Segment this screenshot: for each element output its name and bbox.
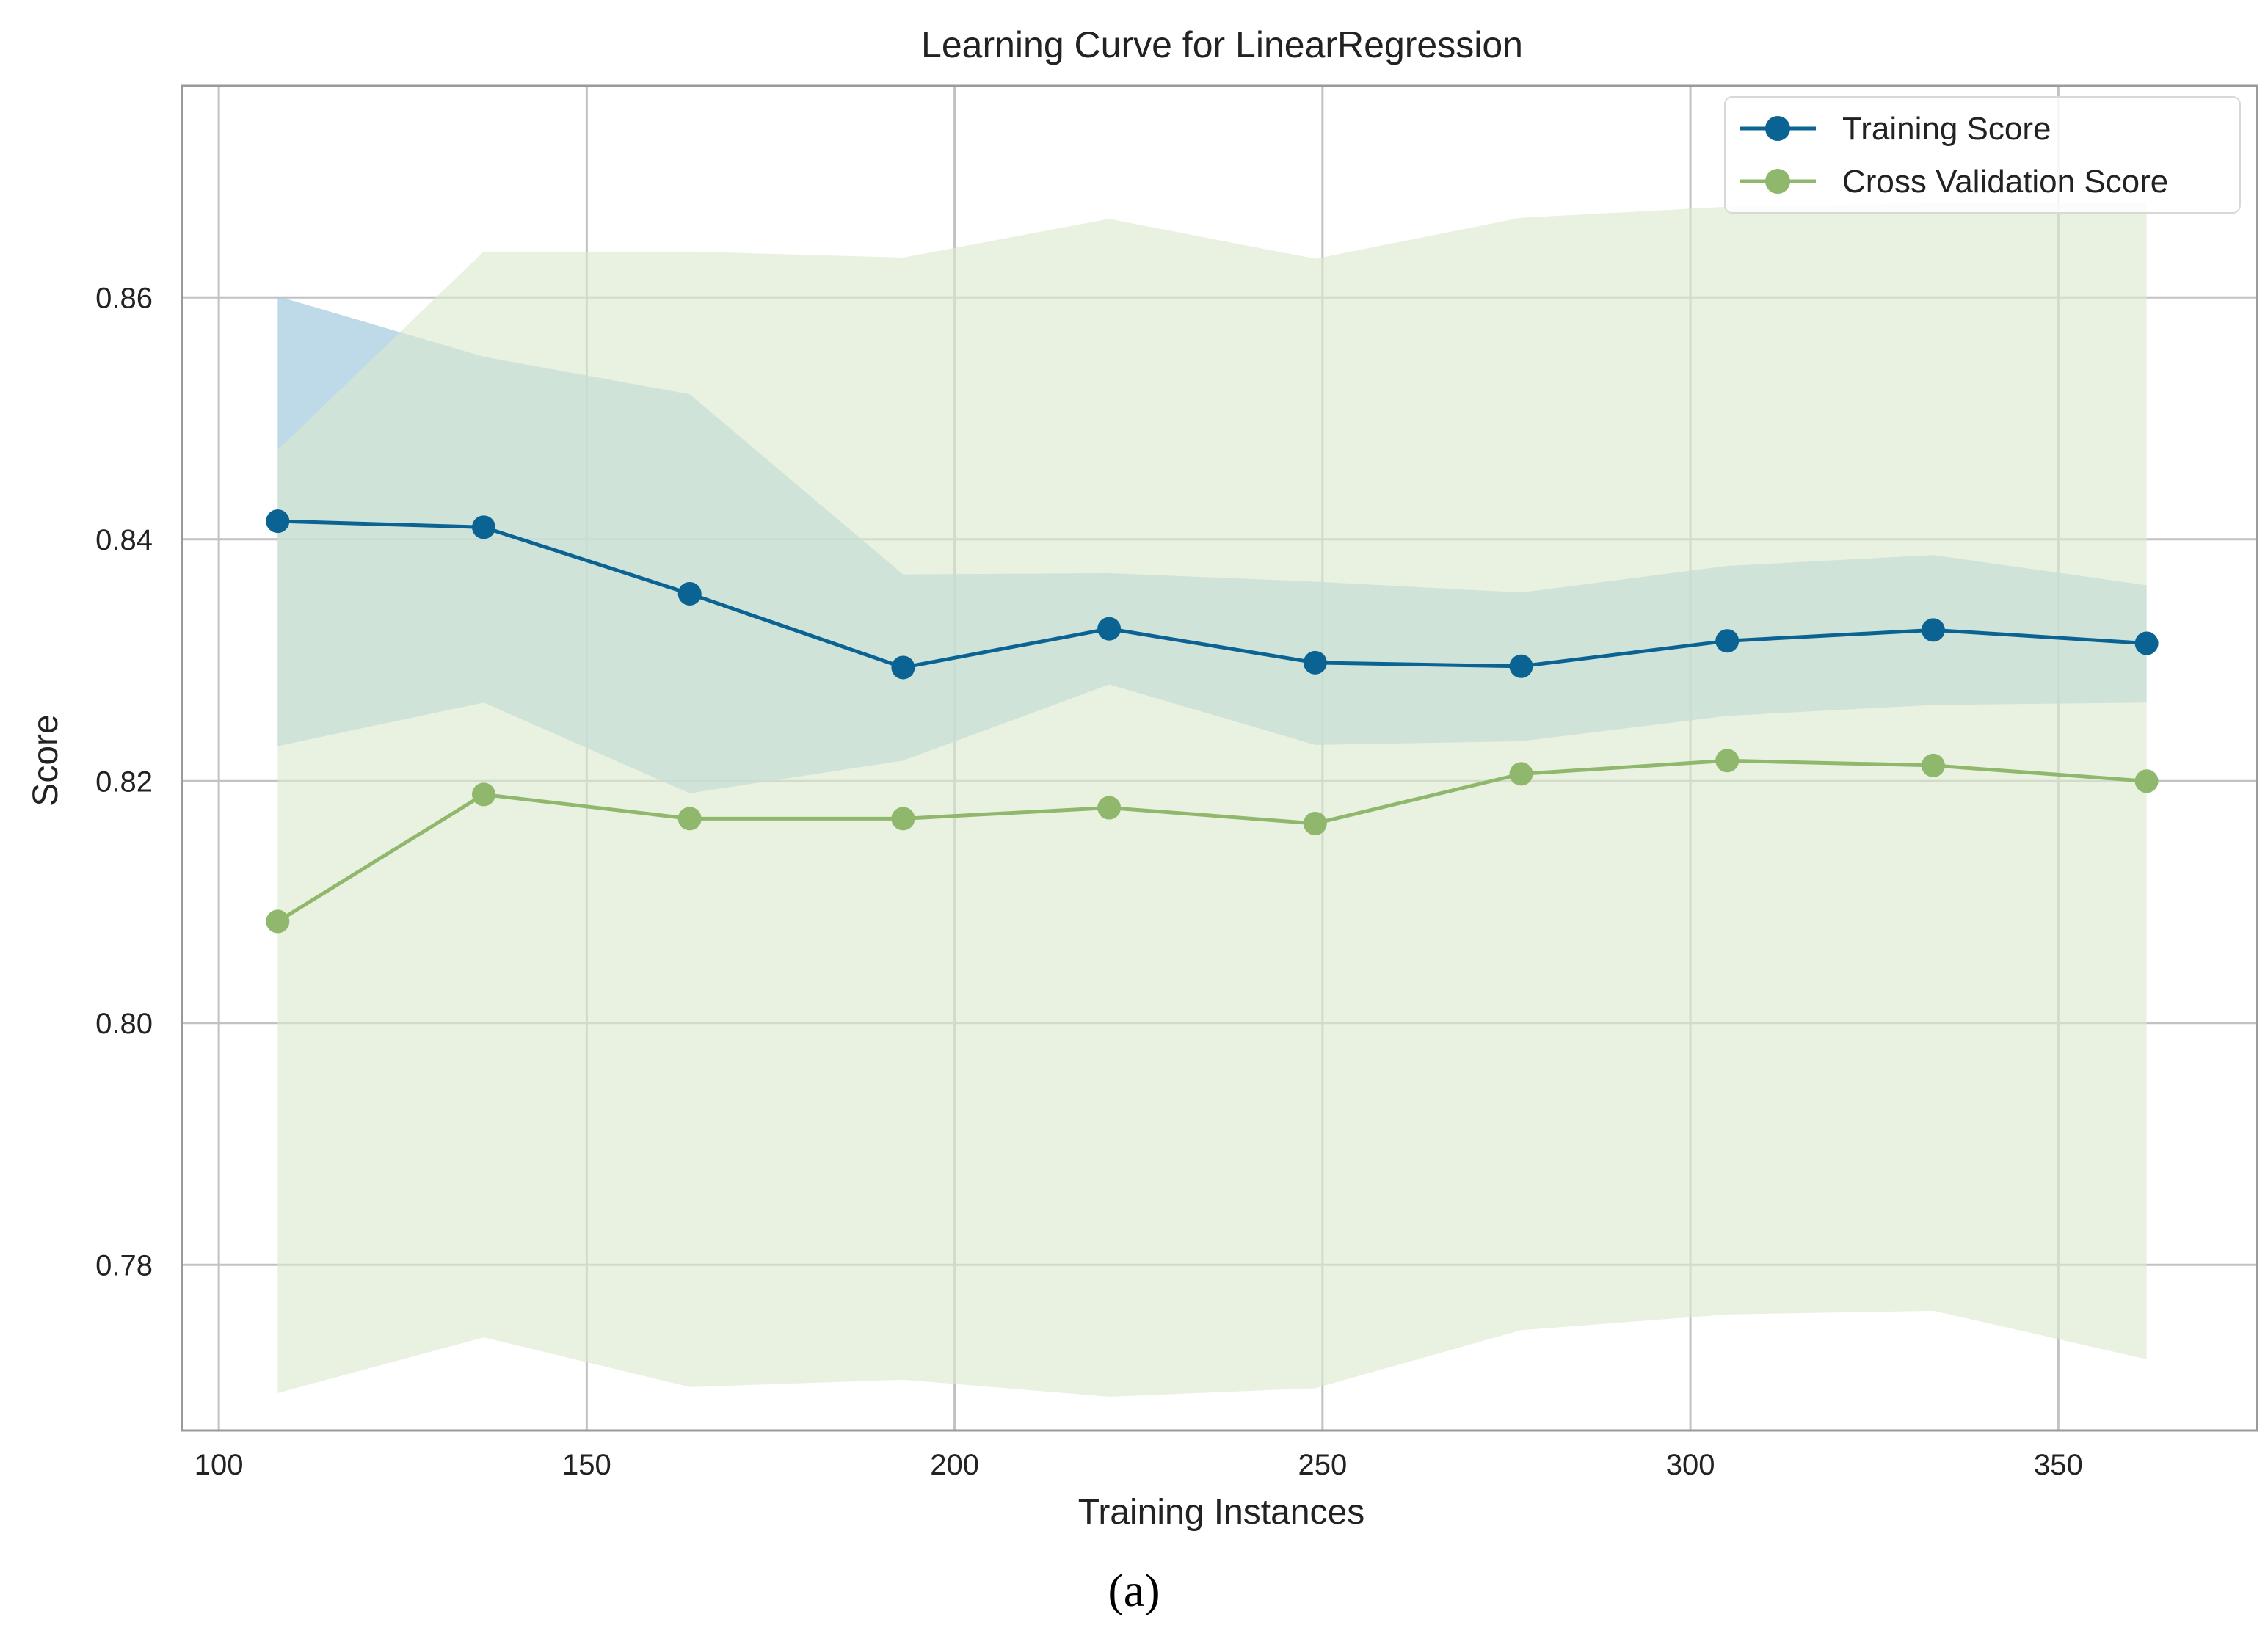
x-tick-label: 350 (2034, 1449, 2083, 1481)
training-score-point (1303, 650, 1327, 675)
y-tick-label: 0.80 (95, 1008, 153, 1040)
training-score-point (472, 515, 496, 539)
cv-score-point (472, 782, 496, 807)
cv-score-point (677, 807, 702, 831)
y-tick-label: 0.78 (95, 1249, 153, 1282)
cv-score-point (1303, 811, 1327, 835)
y-axis-label: Score (26, 714, 65, 806)
x-axis-label: Training Instances (1078, 1493, 1364, 1532)
x-axis-ticks: 100 150 200 250 300 350 (195, 1449, 2083, 1481)
cv-score-point (891, 807, 915, 831)
legend-box (1724, 96, 2241, 214)
y-axis-ticks: 0.78 0.80 0.82 0.84 0.86 (95, 282, 153, 1282)
y-tick-label: 0.86 (95, 282, 153, 314)
cv-score-point (1097, 796, 1122, 820)
training-score-point (891, 655, 915, 680)
x-tick-label: 250 (1298, 1449, 1347, 1481)
cv-score-point (1509, 762, 1533, 786)
x-tick-label: 100 (195, 1449, 244, 1481)
figure-caption: (a) (1108, 1564, 1160, 1616)
confidence-bands (277, 203, 2147, 1397)
series-points (266, 509, 2159, 934)
training-score-point (677, 581, 702, 606)
training-score-line (277, 519, 2147, 669)
y-tick-label: 0.82 (95, 766, 153, 798)
plot-frame (181, 84, 2258, 1432)
cv-score-line (277, 758, 2147, 923)
cv-score-point (1715, 749, 1740, 773)
series-lines (277, 519, 2147, 923)
legend-cv-marker (1765, 169, 1790, 194)
legend-training-label: Training Score (1842, 111, 2051, 147)
legend: Training Score Cross Validation Score (1724, 96, 2241, 214)
training-score-point (1509, 654, 1533, 678)
chart-title: Learning Curve for LinearRegression (921, 24, 1523, 65)
cv-score-point (2134, 769, 2159, 793)
x-tick-label: 300 (1666, 1449, 1715, 1481)
cv-score-band (277, 203, 2147, 1397)
training-score-point (266, 509, 290, 534)
x-tick-label: 200 (930, 1449, 979, 1481)
x-tick-label: 150 (562, 1449, 611, 1481)
training-score-point (1715, 629, 1740, 653)
y-tick-label: 0.84 (95, 524, 153, 556)
legend-training-marker (1765, 116, 1790, 141)
cv-score-point (266, 909, 290, 934)
training-score-point (2134, 631, 2159, 655)
cv-score-point (1921, 753, 1945, 777)
legend-cv-label: Cross Validation Score (1842, 164, 2168, 200)
training-score-point (1097, 617, 1122, 641)
training-score-point (1921, 618, 1945, 642)
